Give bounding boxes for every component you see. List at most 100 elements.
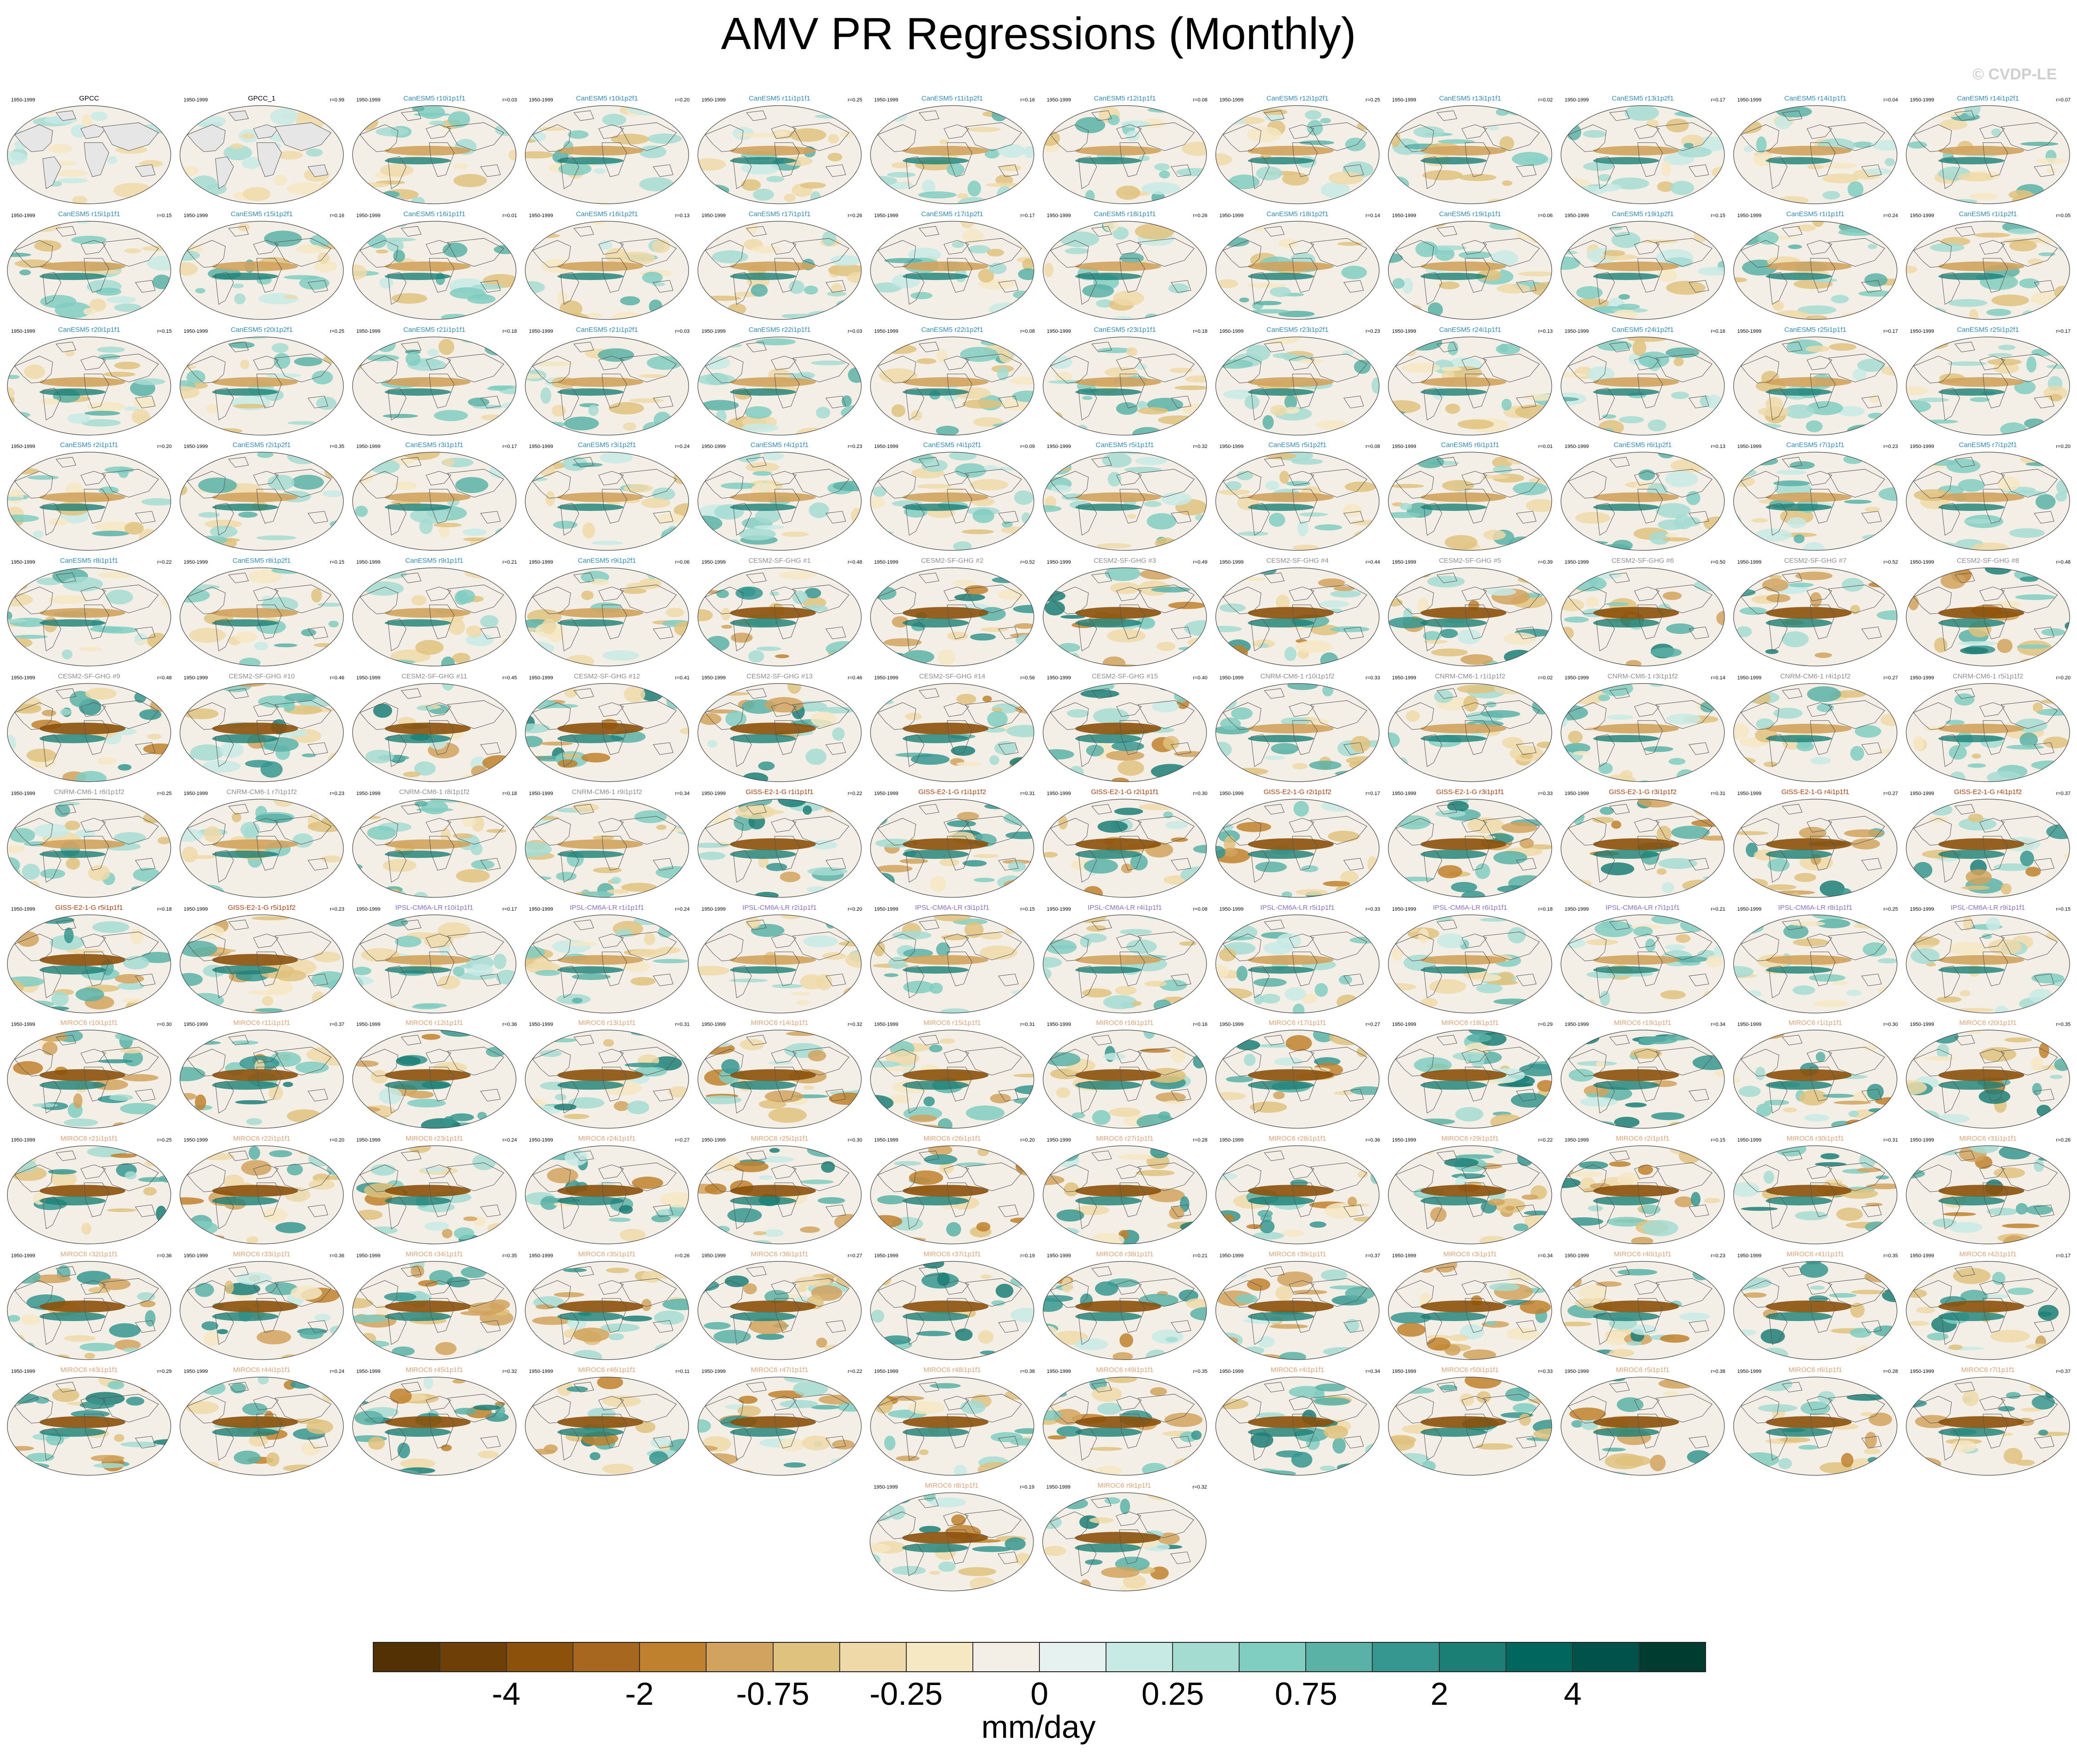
panel-title: IPSL-CM6A-LR r1i1p1f1 <box>570 903 644 912</box>
regression-map <box>1561 336 1725 436</box>
panel-correlation: r=0.20 <box>157 444 172 450</box>
panel-title: CanESM5 r6i1p2f1 <box>1613 441 1672 449</box>
panel-correlation: r=0.35 <box>1883 1253 1898 1259</box>
regression-map <box>1043 799 1207 898</box>
panel-title: CanESM5 r17i1p1f1 <box>748 210 811 218</box>
panel-correlation: r=0.21 <box>1711 906 1726 912</box>
map-panel: 1950-1999 MIROC6 r28i1p1f1 r=0.36 <box>1211 1132 1384 1248</box>
panel-title: MIROC6 r10i1p1f1 <box>60 1019 118 1027</box>
panel-correlation: r=0.48 <box>2056 560 2071 566</box>
panel-title: GISS-E2-1-G r3i1p1f2 <box>1609 788 1677 796</box>
panel-period-label: 1950-1999 <box>874 1253 898 1259</box>
map-panel: 1950-1999 CanESM5 r21i1p2f1 r=0.03 <box>521 323 693 439</box>
panel-correlation: r=0.30 <box>157 1022 172 1028</box>
regression-map <box>1733 914 1897 1014</box>
colorbar-swatch <box>1039 1643 1107 1671</box>
regression-map <box>525 221 689 320</box>
map-panel: 1950-1999 MIROC6 r31i1p1f1 r=0.26 <box>1902 1132 2074 1248</box>
map-panel: 1950-1999 MIROC6 r11i1p1f1 r=0.37 <box>175 1016 348 1132</box>
panel-period-label: 1950-1999 <box>1219 97 1244 103</box>
panel-title: MIROC6 r13i1p1f1 <box>578 1019 636 1027</box>
panel-correlation: r=0.15 <box>157 328 172 334</box>
panel-period-label: 1950-1999 <box>874 906 898 912</box>
map-panel: 1950-1999 CanESM5 r12i1p2f1 r=0.25 <box>1211 92 1384 207</box>
panel-title: CanESM5 r3i1p2f1 <box>578 441 636 449</box>
panel-period-label: 1950-1999 <box>1047 790 1071 796</box>
panel-period-label: 1950-1999 <box>184 1253 208 1259</box>
regression-map <box>1906 336 2070 436</box>
regression-map <box>180 1145 344 1244</box>
panel-correlation: r=0.29 <box>157 1368 172 1374</box>
panel-period-label: 1950-1999 <box>702 328 726 334</box>
panel-title: MIROC6 r18i1p1f1 <box>1441 1019 1499 1027</box>
panel-period-label: 1950-1999 <box>874 790 898 796</box>
map-panel: 1950-1999 CanESM5 r3i1p2f1 r=0.24 <box>521 438 693 554</box>
map-panel: 1950-1999 CESM2-SF-GHG #10 r=0.46 <box>175 670 348 785</box>
map-panel: 1950-1999 CanESM5 r24i1p1f1 r=0.13 <box>1384 323 1556 439</box>
map-panel: 1950-1999 IPSL-CM6A-LR r7i1p1f1 r=0.21 <box>1556 901 1729 1017</box>
map-panel: 1950-1999 MIROC6 r19i1p1f1 r=0.34 <box>1556 1016 1729 1132</box>
map-panel: 1950-1999 CanESM5 r4i1p2f1 r=0.09 <box>866 438 1038 554</box>
panel-correlation: r=0.35 <box>1193 1368 1208 1374</box>
panel-correlation: r=0.45 <box>502 675 517 681</box>
panel-correlation: r=0.09 <box>1020 444 1035 450</box>
map-panel: 1950-1999 IPSL-CM6A-LR r6i1p1f1 r=0.18 <box>1384 901 1556 1017</box>
map-panel: 1950-1999 GISS-E2-1-G r2i1p1f2 r=0.17 <box>1211 785 1384 901</box>
map-panel: 1950-1999 GISS-E2-1-G r5i1p1f2 r=0.23 <box>175 901 348 1017</box>
regression-map <box>1043 105 1207 204</box>
panel-title: MIROC6 r35i1p1f1 <box>578 1250 636 1258</box>
panel-correlation: r=0.19 <box>1020 1253 1035 1259</box>
panel-correlation: r=0.18 <box>502 790 517 796</box>
regression-map <box>697 914 862 1014</box>
regression-map <box>1388 1030 1552 1129</box>
map-panel: 1950-1999 CanESM5 r16i1p2f1 r=0.13 <box>521 207 693 323</box>
panel-period-label: 1950-1999 <box>1047 560 1071 566</box>
panel-title: CanESM5 r6i1p1f1 <box>1441 441 1499 449</box>
regression-map <box>1906 1261 2070 1360</box>
panel-period-label: 1950-1999 <box>1219 1137 1244 1143</box>
panel-correlation: r=0.22 <box>848 790 863 796</box>
regression-map <box>870 336 1034 436</box>
panel-correlation: r=0.17 <box>1365 790 1381 796</box>
panel-period-label: 1950-1999 <box>1392 97 1416 103</box>
map-panel: 1950-1999 CanESM5 r5i1p1f1 r=0.32 <box>1038 438 1211 554</box>
panel-title: MIROC6 r28i1p1f1 <box>1269 1135 1326 1143</box>
map-panel: 1950-1999 IPSL-CM6A-LR r1i1p1f1 r=0.24 <box>521 901 693 1017</box>
panel-correlation: r=0.24 <box>1883 213 1898 218</box>
map-panel: 1950-1999 CanESM5 r14i1p2f1 r=0.07 <box>1902 92 2074 207</box>
panel-correlation: r=0.03 <box>502 97 517 103</box>
panel-correlation: r=0.21 <box>1193 1253 1208 1259</box>
regression-map <box>870 683 1034 782</box>
colorbar-swatch <box>1240 1643 1307 1671</box>
regression-map <box>1906 221 2070 320</box>
map-panel: 1950-1999 CanESM5 r24i1p2f1 r=0.16 <box>1556 323 1729 439</box>
regression-map <box>1733 799 1897 898</box>
panel-period-label: 1950-1999 <box>184 213 208 218</box>
panel-title: CESM2-SF-GHG #5 <box>1439 557 1501 565</box>
panel-correlation: r=0.19 <box>1020 1484 1035 1490</box>
panel-title: CanESM5 r7i1p2f1 <box>1959 441 2017 449</box>
panel-title: MIROC6 r45i1p1f1 <box>405 1366 463 1374</box>
regression-map <box>525 567 689 666</box>
panel-period-label: 1950-1999 <box>1737 444 1762 450</box>
map-panel: 1950-1999 CNRM-CM6-1 r3i1p1f2 r=0.14 <box>1556 670 1729 785</box>
panel-title: MIROC6 r19i1p1f1 <box>1614 1019 1672 1027</box>
panel-title: CESM2-SF-GHG #14 <box>919 672 986 680</box>
map-panel: 1950-1999 IPSL-CM6A-LR r3i1p1f1 r=0.15 <box>866 901 1038 1017</box>
panel-correlation: r=0.18 <box>1193 328 1208 334</box>
regression-map <box>870 1145 1034 1244</box>
map-panel: 1950-1999 CanESM5 r1i1p2f1 r=0.05 <box>1902 207 2074 323</box>
panel-period-label: 1950-1999 <box>1047 1022 1071 1028</box>
map-panel: 1950-1999 CanESM5 r6i1p1f1 r=0.01 <box>1384 438 1556 554</box>
panel-period-label: 1950-1999 <box>1219 790 1244 796</box>
map-panel: 1950-1999 GISS-E2-1-G r3i1p1f1 r=0.33 <box>1384 785 1556 901</box>
panel-correlation: r=0.15 <box>1020 906 1035 912</box>
map-panel: 1950-1999 CanESM5 r10i1p2f1 r=0.20 <box>521 92 693 207</box>
regression-map <box>1906 914 2070 1014</box>
regression-map <box>180 1377 344 1476</box>
regression-map <box>870 221 1034 320</box>
map-panel: 1950-1999 MIROC6 r32i1p1f1 r=0.36 <box>3 1248 175 1363</box>
map-panel: 1950-1999 CNRM-CM6-1 r1i1p1f2 r=0.02 <box>1384 670 1556 785</box>
panel-title: IPSL-CM6A-LR r3i1p1f1 <box>915 903 989 912</box>
panel-title: MIROC6 r14i1p1f1 <box>751 1019 808 1027</box>
